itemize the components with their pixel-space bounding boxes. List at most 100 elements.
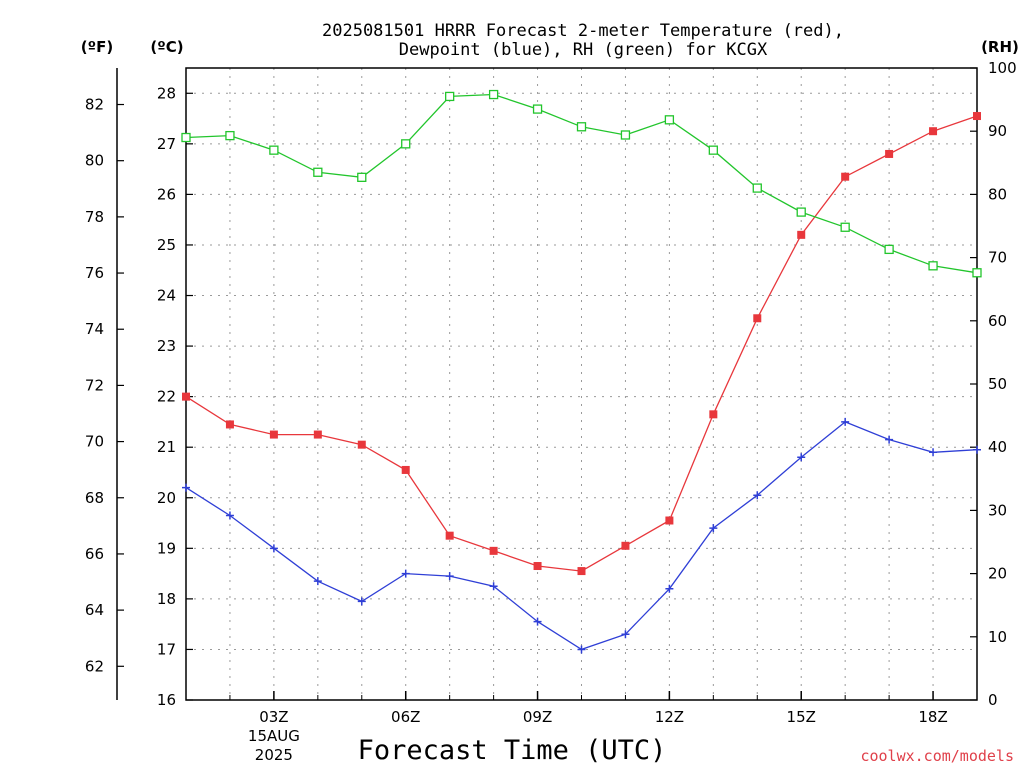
temp-point [621,541,630,550]
x-tick-label: 18Z [918,708,947,726]
dewpoint-point [577,645,586,654]
fahrenheit-tick-label: 72 [85,376,104,394]
dewpoint-point [841,417,850,426]
rh-tick-label: 40 [988,438,1007,456]
dewpoint-point [709,524,718,533]
rh-point [269,145,279,155]
rh-point [664,115,675,125]
celsius-tick-label: 19 [157,539,176,557]
celsius-tick-label: 25 [157,236,176,254]
temp-point [182,392,190,401]
celsius-tick-label: 28 [157,84,176,102]
rh-tick-label: 10 [988,628,1007,646]
rh-point [488,89,499,100]
temp-point [929,127,938,136]
series-layer [181,89,982,654]
rh-point [928,261,938,271]
dewpoint-point [182,483,190,492]
dewpoint-point [973,445,981,454]
axes [116,67,978,701]
fahrenheit-unit-label: (ºF) [81,38,113,56]
rh-point [401,139,411,149]
dewpoint-point [225,511,234,520]
rh-unit-label: (RH) [981,38,1019,56]
rh-tick-label: 50 [988,375,1007,393]
celsius-tick-label: 18 [157,590,176,608]
temp-point [357,440,366,449]
dewpoint-point [533,617,542,626]
rh-tick-label: 80 [988,185,1007,203]
rh-point [181,132,191,143]
fahrenheit-tick-label: 64 [85,601,104,619]
rh-tick-label: 20 [988,565,1007,583]
rh-tick-label: 30 [988,501,1007,519]
dewpoint-series-line [185,421,978,651]
temp-point [709,410,718,419]
rh-point [796,207,806,217]
dewpoint-point [445,572,454,581]
celsius-tick-label: 26 [157,185,176,203]
rh-point [576,122,587,132]
celsius-tick-label: 17 [157,640,176,658]
temp-point [489,546,498,555]
temp-point [841,172,850,181]
celsius-tick-label: 16 [157,691,176,709]
celsius-tick-label: 20 [157,489,176,507]
rh-point [708,145,718,155]
rh-tick-label: 0 [988,691,998,709]
rh-tick-label: 60 [988,312,1007,330]
fahrenheit-tick-label: 68 [85,489,104,507]
rh-point [225,130,235,141]
fahrenheit-tick-label: 78 [85,208,104,226]
fahrenheit-tick-label: 62 [85,657,104,675]
temp-point [665,516,674,525]
rh-point [972,268,982,278]
chart-title-line1: 2025081501 HRRR Forecast 2-meter Tempera… [322,21,844,41]
fahrenheit-tick-label: 70 [85,433,104,451]
rh-point [840,222,850,232]
rh-tick-label: 100 [988,59,1017,77]
temp-point [533,562,542,571]
celsius-tick-label: 27 [157,135,176,153]
dewpoint-point [885,435,894,444]
rh-tick-label: 70 [988,249,1007,267]
x-axis-title: Forecast Time (UTC) [358,735,667,766]
fahrenheit-tick-label: 82 [85,96,104,114]
dewpoint-point [621,630,630,639]
dewpoint-point [401,569,410,578]
temp-point [445,531,454,540]
x-tick-label: 06Z [391,708,420,726]
rh-point [357,172,367,182]
fahrenheit-tick-label: 80 [85,152,104,170]
temp-point [577,567,586,576]
grid-lines [186,68,977,700]
temp-point [797,230,806,239]
x-tick-label: 15Z [787,708,816,726]
temp-point [973,112,981,121]
rh-point [445,91,455,102]
celsius-tick-label: 23 [157,337,176,355]
tick-labels: 16 17 18 19 20 21 22 23 24 25 26 27 28 62 64 66 68 70 72 74… [85,59,1017,764]
temp-point [269,430,278,439]
celsius-tick-label: 22 [157,388,176,406]
rh-point [884,244,894,255]
celsius-tick-label: 21 [157,438,176,456]
dewpoint-point [797,453,806,462]
x-tick-label: 09Z [523,708,552,726]
rh-point [752,183,762,193]
rh-point [620,130,631,140]
rh-point [313,167,323,177]
dewpoint-point [489,582,498,591]
x-tick-label: 03Z [259,708,288,726]
dewpoint-point [665,584,674,593]
rh-tick-label: 90 [988,122,1007,140]
x-tick-date-label: 15AUG [248,727,300,745]
x-tick-year-label: 2025 [255,746,293,764]
x-tick-label: 12Z [655,708,684,726]
dewpoint-point [929,448,938,457]
temp-series-line [185,115,978,572]
temp-point [753,314,762,323]
celsius-tick-label: 24 [157,287,176,305]
dewpoint-point [313,577,322,586]
